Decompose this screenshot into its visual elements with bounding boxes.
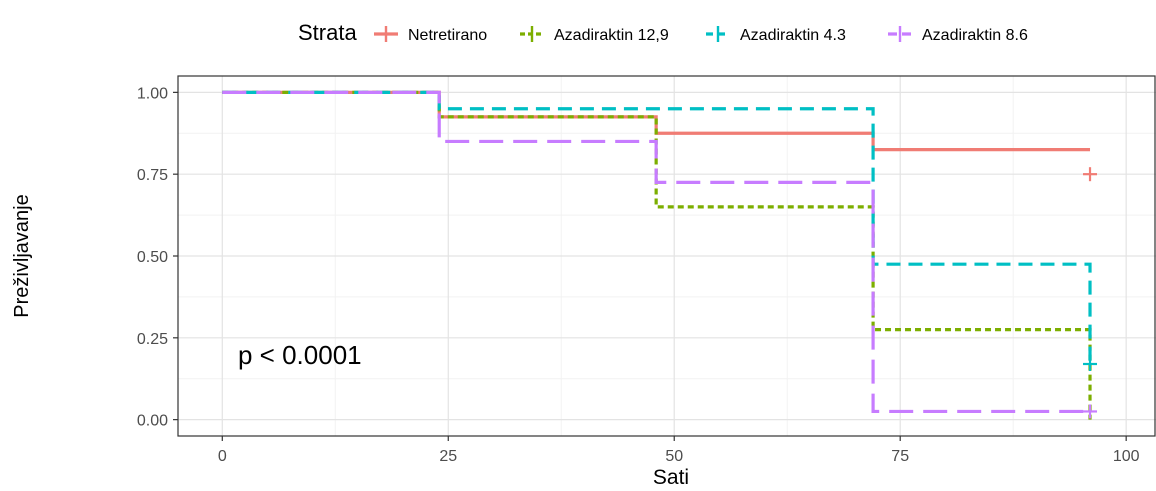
- series-line-azadiraktin-8-6: [222, 90, 1091, 414]
- x-tick-label: 25: [439, 448, 457, 465]
- legend-title: Strata: [298, 20, 357, 45]
- legend-label: Azadiraktin 8.6: [922, 27, 1028, 44]
- y-tick-label: 0.00: [137, 413, 168, 430]
- p-value-annotation: p < 0.0001: [238, 340, 362, 370]
- legend-label: Netretirano: [408, 27, 487, 44]
- y-tick-label: 0.25: [137, 331, 168, 348]
- x-tick-label: 100: [1113, 448, 1140, 465]
- y-tick-label: 1.00: [137, 85, 168, 102]
- y-axis-title: Preživljavanje: [11, 194, 33, 317]
- y-tick-label: 0.75: [137, 167, 168, 184]
- legend-label: Azadiraktin 12,9: [554, 27, 669, 44]
- y-tick-label: 0.50: [137, 249, 168, 266]
- x-tick-label: 75: [891, 448, 909, 465]
- legend-label: Azadiraktin 4.3: [740, 27, 846, 44]
- x-axis-title: Sati: [653, 466, 689, 486]
- x-tick-label: 50: [665, 448, 683, 465]
- x-tick-label: 0: [218, 448, 227, 465]
- series-line-azadiraktin-4-3: [222, 90, 1092, 364]
- legend: Strata Netretirano Azadiraktin 12,9 Azadir…: [298, 20, 1028, 45]
- plot-layer: 0 25 50 75 100 0.00 0.25 0.50 0.75 1.00: [137, 75, 1156, 465]
